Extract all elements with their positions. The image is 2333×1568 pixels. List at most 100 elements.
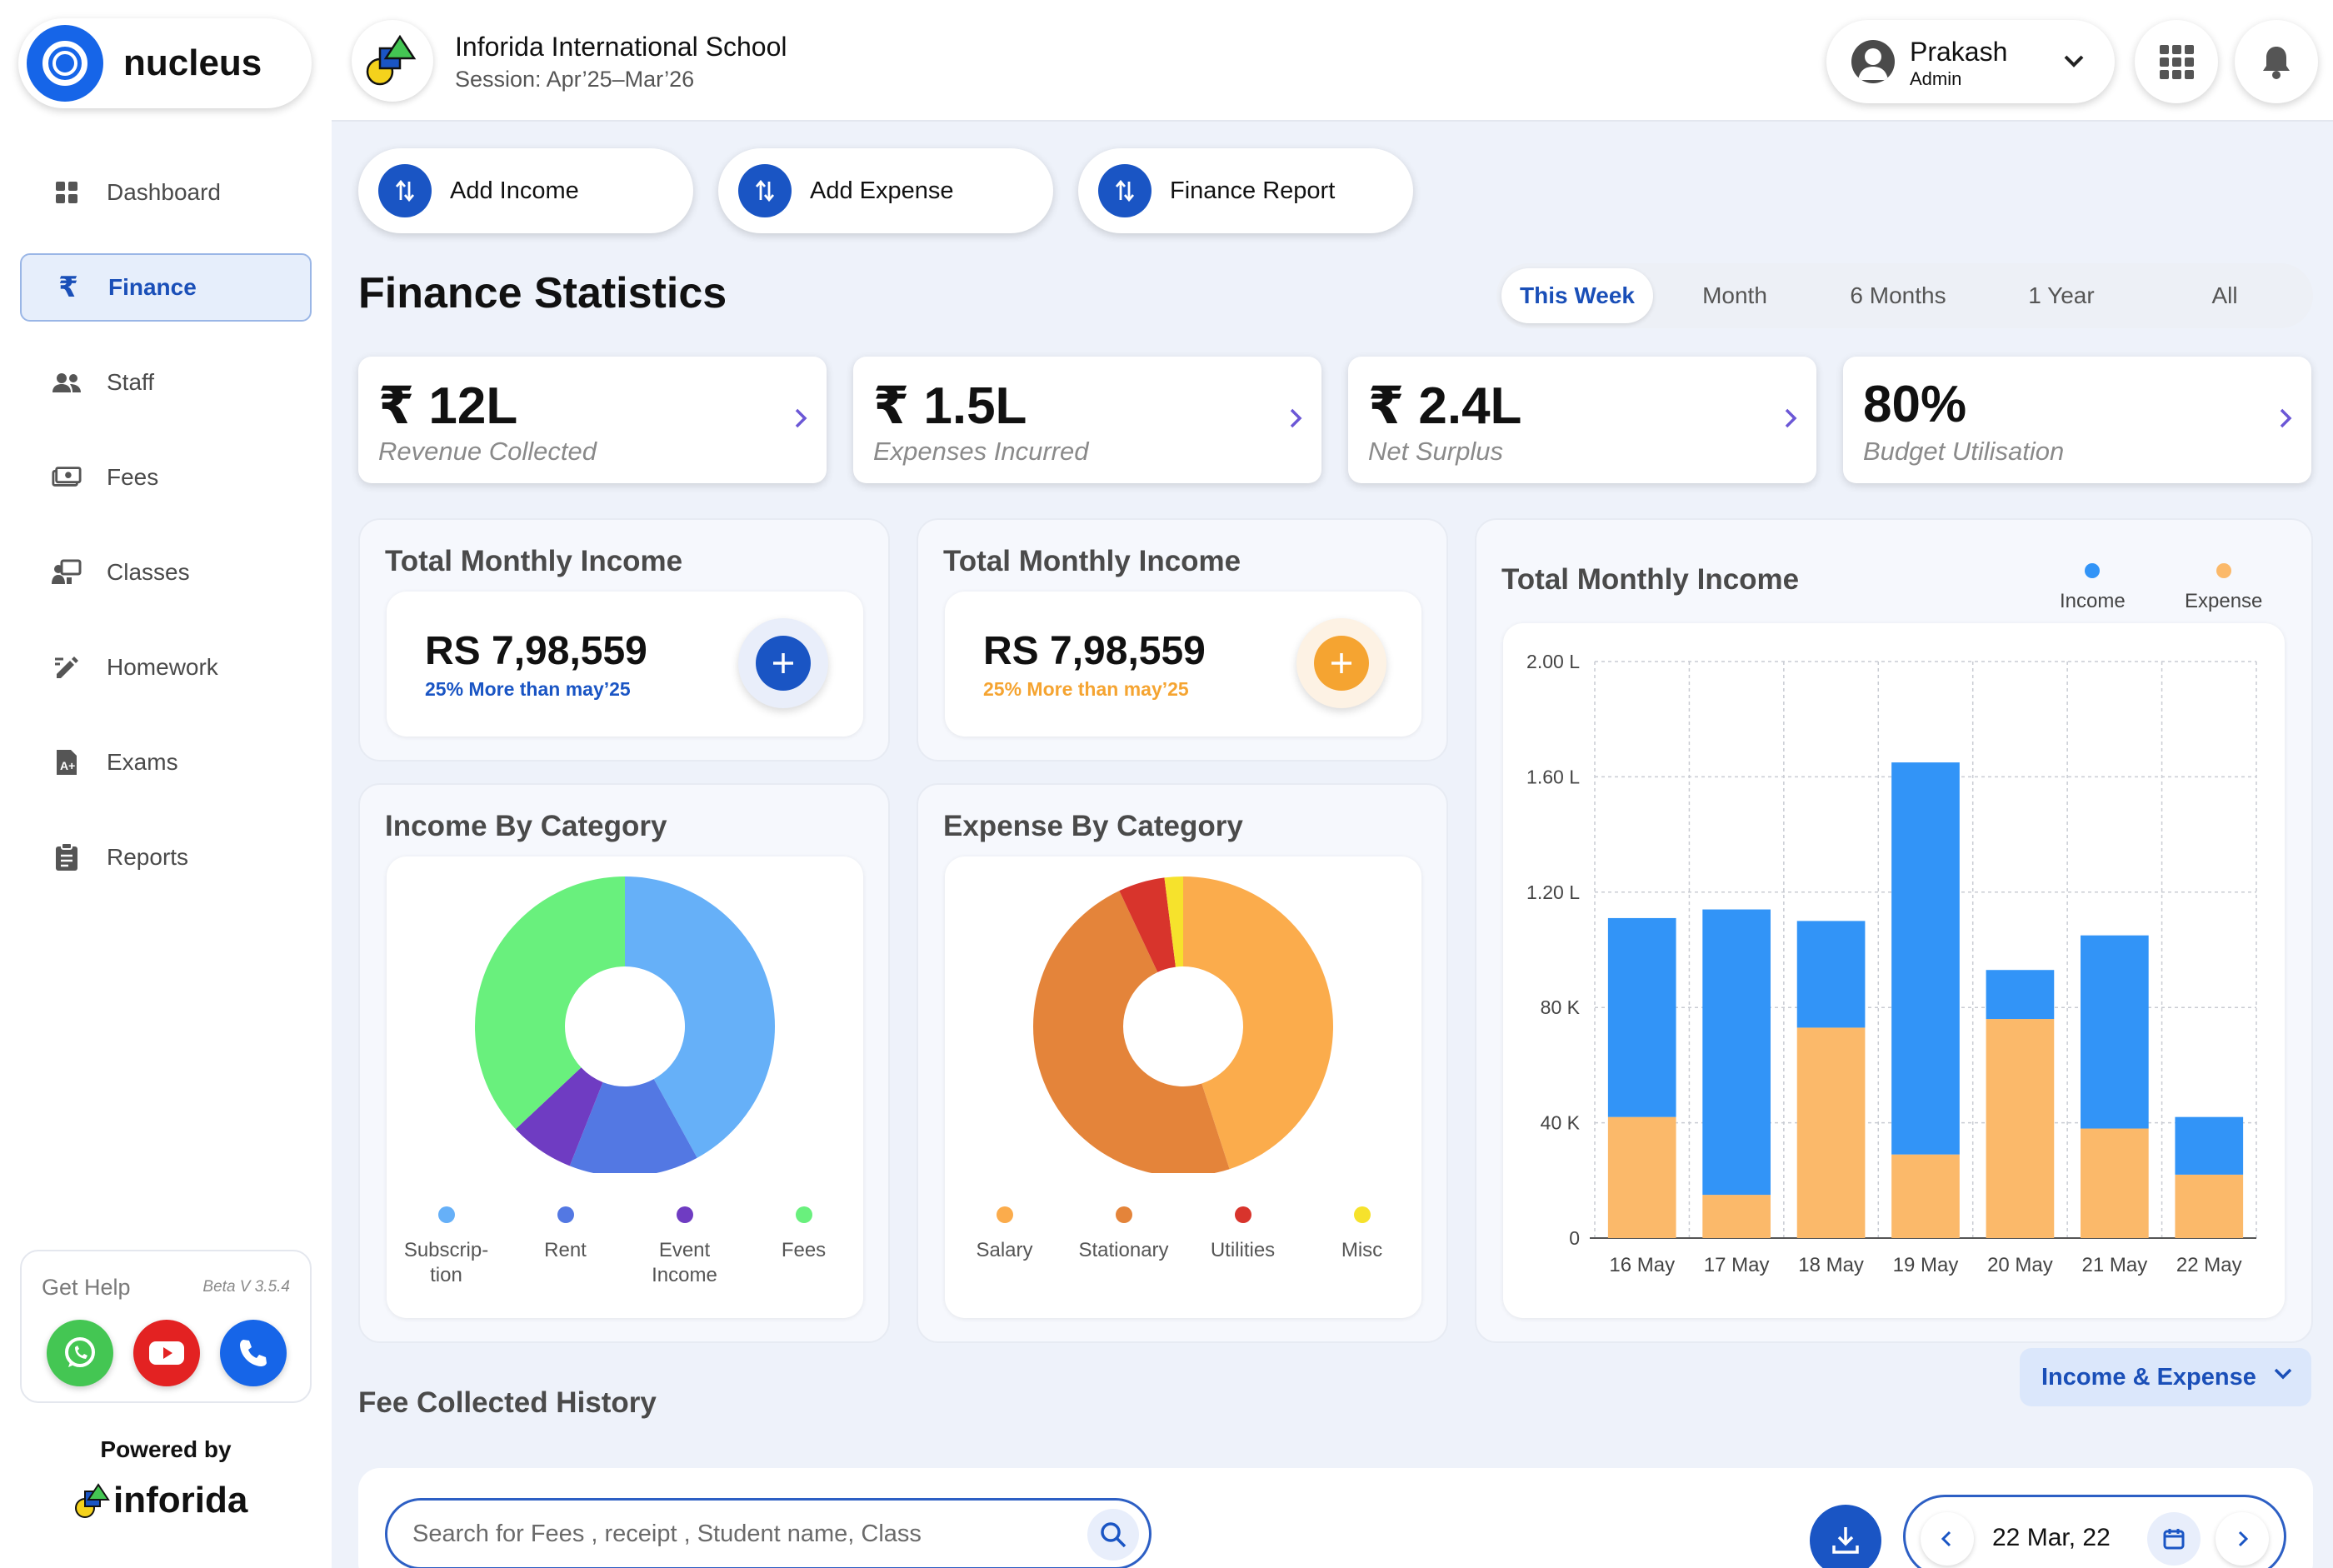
income-change: 25% More than may’25 — [425, 678, 631, 700]
tab-6-months[interactable]: 6 Months — [1850, 282, 1946, 308]
fee-search-input[interactable]: Search for Fees , receipt , Student name… — [385, 1498, 1152, 1568]
x-tick-label: 17 May — [1704, 1254, 1770, 1276]
homework-icon — [52, 652, 82, 682]
income-summary-card: RS 7,98,559 25% More than may’25 — [945, 592, 1421, 737]
swap-vertical-icon — [1098, 164, 1152, 217]
add-expense-button[interactable]: Add Expense — [718, 148, 1053, 233]
svg-text:A+: A+ — [60, 759, 75, 772]
sidebar-item-reports[interactable]: Reports — [20, 823, 312, 891]
kpi-value: 80% — [1863, 376, 1967, 433]
panel-title: Total Monthly Income — [943, 545, 1241, 577]
y-tick-label: 40 K — [1541, 1112, 1581, 1134]
add-income-plus-button[interactable] — [738, 618, 828, 708]
tab-this-week[interactable]: This Week — [1501, 268, 1653, 323]
sidebar: nucleus Dashboard ₹ Finance Staff Fees — [0, 0, 332, 1568]
current-date: 22 Mar, 22 — [1992, 1524, 2111, 1551]
x-tick-label: 18 May — [1798, 1254, 1864, 1276]
x-tick-label: 22 May — [2176, 1254, 2242, 1276]
x-tick-label: 21 May — [2082, 1254, 2148, 1276]
bar-income-20-may — [1986, 970, 2055, 1020]
income-change: 25% More than may’25 — [983, 678, 1189, 700]
bar-income-18-may — [1796, 921, 1866, 1028]
classes-icon — [52, 557, 82, 587]
tab-month[interactable]: Month — [1702, 282, 1767, 308]
avatar — [1851, 40, 1895, 83]
bell-icon — [2263, 47, 2290, 79]
income-expense-filter[interactable]: Income & Expense — [2020, 1348, 2311, 1406]
expense-donut-chart — [1033, 876, 1333, 1173]
kpi-label: Expenses Incurred — [873, 437, 1089, 466]
bar-income-22-may — [2175, 1116, 2244, 1175]
session-label: Session: Apr’25–Mar’26 — [455, 67, 695, 92]
search-icon[interactable] — [1087, 1509, 1139, 1561]
donut-slice-stationary — [1033, 891, 1230, 1173]
apps-grid-button[interactable] — [2135, 20, 2218, 103]
sidebar-item-staff[interactable]: Staff — [20, 348, 312, 417]
dashboard-icon — [52, 177, 82, 207]
next-date-button[interactable] — [2216, 1512, 2269, 1566]
user-name: Prakash — [1910, 37, 2008, 67]
bar-expense-20-may — [1986, 1019, 2055, 1238]
youtube-button[interactable] — [133, 1320, 200, 1386]
income-summary-card: RS 7,98,559 25% More than may’25 — [387, 592, 863, 737]
prev-date-button[interactable] — [1921, 1512, 1974, 1566]
sidebar-item-label: Staff — [107, 369, 155, 395]
apps-grid-icon — [2160, 45, 2194, 79]
kpi-value: ₹ 12L — [378, 377, 518, 435]
bar-income-16-may — [1607, 917, 1676, 1117]
finance-report-button[interactable]: Finance Report — [1078, 148, 1413, 233]
add-income-button[interactable]: Add Income — [358, 148, 693, 233]
plus-icon — [1314, 636, 1369, 691]
download-button[interactable] — [1810, 1505, 1881, 1568]
reports-icon — [52, 842, 82, 872]
sidebar-item-fees[interactable]: Fees — [20, 443, 312, 512]
sidebar-item-label: Classes — [107, 559, 190, 585]
legend-item-stationary: Stationary — [1070, 1206, 1178, 1263]
sidebar-item-classes[interactable]: Classes — [20, 538, 312, 607]
brand-logo-pill[interactable]: nucleus — [18, 18, 312, 108]
sidebar-item-homework[interactable]: Homework — [20, 633, 312, 702]
calendar-button[interactable] — [2147, 1512, 2201, 1566]
phone-button[interactable] — [220, 1320, 287, 1386]
staff-icon — [52, 367, 82, 397]
notifications-button[interactable] — [2235, 20, 2318, 103]
panel-title: Income By Category — [385, 810, 667, 842]
sidebar-item-label: Fees — [107, 464, 159, 490]
sidebar-item-finance[interactable]: ₹ Finance — [20, 253, 312, 322]
income-by-category-panel: Income By Category Subscrip-tion Rent Ev… — [358, 783, 890, 1343]
chevron-down-icon — [2271, 1362, 2295, 1392]
bar-expense-18-may — [1796, 1027, 1866, 1238]
kpi-card-budget[interactable]: 80% Budget Utilisation — [1843, 357, 2311, 483]
x-tick-label: 19 May — [1893, 1254, 1959, 1276]
swap-vertical-icon — [378, 164, 432, 217]
whatsapp-button[interactable] — [47, 1320, 113, 1386]
stacked-bar-chart: 0 40 K 80 K 1.20 L 1.60 L 2.00 L 16 May 17 May 1… — [1526, 651, 2257, 1276]
monthly-income-panel: Total Monthly Income RS 7,98,559 25% Mor… — [358, 518, 890, 762]
add-expense-plus-button[interactable] — [1296, 618, 1386, 708]
sidebar-item-dashboard[interactable]: Dashboard — [20, 158, 312, 227]
y-tick-label: 1.20 L — [1526, 881, 1580, 903]
sidebar-item-label: Exams — [107, 749, 178, 775]
kpi-card-revenue[interactable]: ₹ 12L Revenue Collected — [358, 357, 827, 483]
user-menu[interactable]: Prakash Admin — [1826, 20, 2115, 103]
school-logo-icon — [366, 34, 417, 86]
kpi-card-expenses[interactable]: ₹ 1.5L Expenses Incurred — [853, 357, 1321, 483]
tab-1-year[interactable]: 1 Year — [2028, 282, 2095, 308]
donut-slice-event-income — [515, 1067, 603, 1166]
top-header: Inforida International School Session: A… — [332, 0, 2333, 122]
fees-icon — [52, 462, 82, 492]
sidebar-item-exams[interactable]: A+ Exams — [20, 728, 312, 796]
chevron-right-icon — [2275, 403, 2296, 437]
brand-name: nucleus — [123, 42, 262, 83]
chevron-left-icon — [1941, 1531, 1951, 1547]
fee-history-card: Search for Fees , receipt , Student name… — [358, 1468, 2313, 1568]
swap-vertical-icon — [738, 164, 792, 217]
monthly-income-bar-panel: Total Monthly Income Income Expense 0 40 … — [1475, 518, 2313, 1343]
bar-income-21-may — [2081, 935, 2149, 1129]
tab-all[interactable]: All — [2211, 282, 2238, 308]
chevron-right-icon — [1780, 403, 1801, 437]
sidebar-item-label: Homework — [107, 654, 218, 680]
kpi-card-net-surplus[interactable]: ₹ 2.4L Net Surplus — [1348, 357, 1816, 483]
expense-legend: Salary Stationary Utilities Misc — [945, 1206, 1421, 1263]
bar-expense-19-may — [1891, 1154, 1960, 1238]
